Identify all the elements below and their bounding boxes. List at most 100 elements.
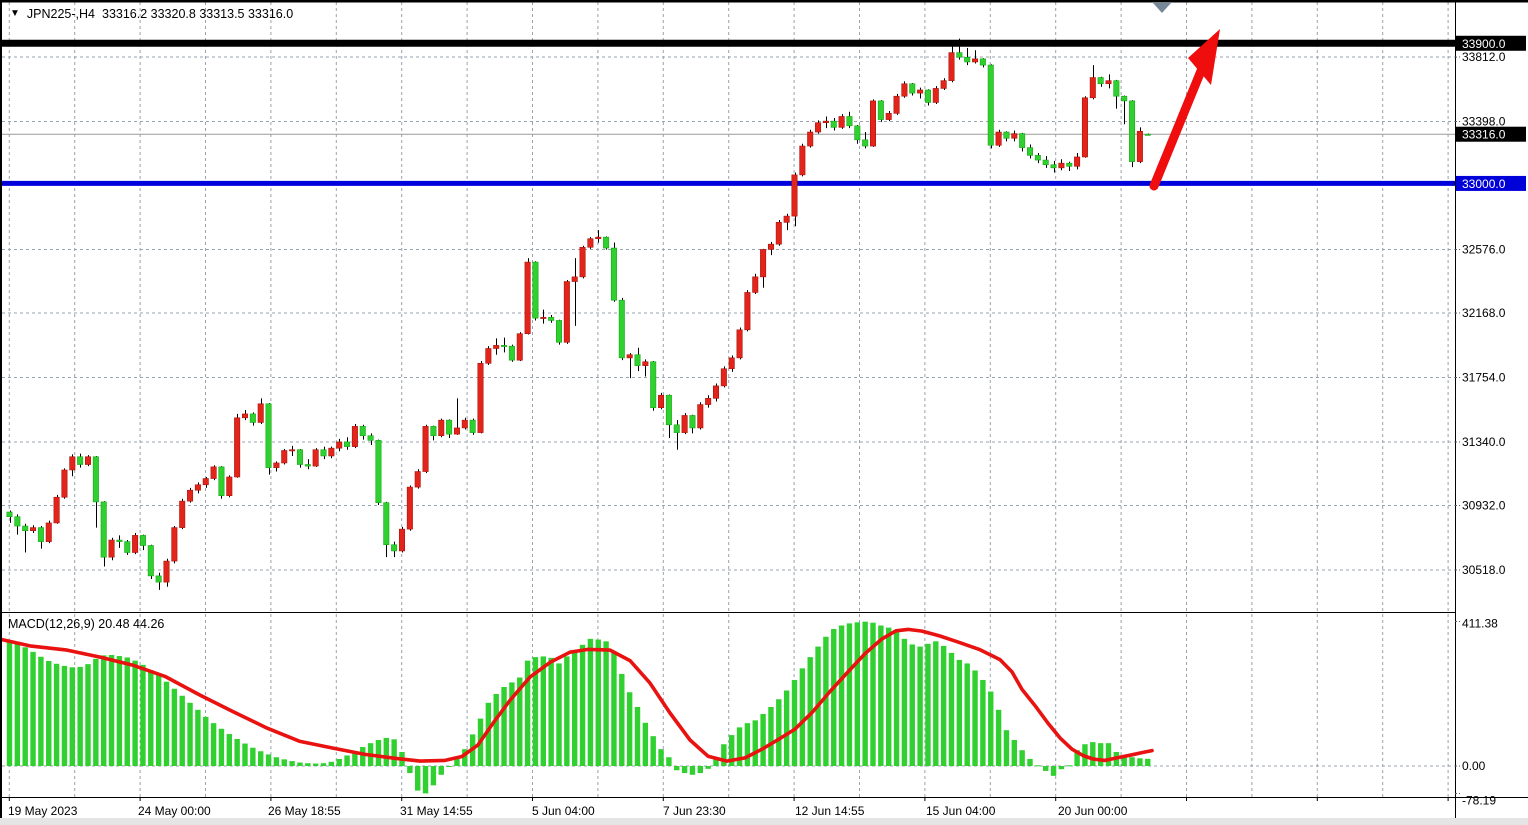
- macd-bar: [1097, 743, 1104, 767]
- candle-body: [736, 329, 743, 359]
- price-box-33316.0: [1456, 126, 1526, 142]
- candle-body: [697, 404, 704, 429]
- macd-bar: [886, 627, 892, 767]
- macd-bar: [1035, 765, 1041, 767]
- ohlc-quote-label: 33316.2 33320.8 33313.5 33316.0: [102, 7, 294, 21]
- candle-body: [30, 527, 37, 532]
- candle-body: [1105, 80, 1112, 85]
- macd-bar: [768, 707, 774, 767]
- macd-bar: [140, 664, 146, 767]
- candle-body: [100, 501, 107, 558]
- macd-bar: [85, 664, 91, 767]
- candle-body: [956, 52, 963, 58]
- candle-body: [1027, 147, 1034, 156]
- macd-bar: [14, 644, 21, 767]
- candle-body: [917, 89, 924, 94]
- candle-body: [139, 535, 146, 546]
- macd-bar: [289, 761, 295, 767]
- macd-bar: [674, 766, 680, 771]
- candle-body: [822, 120, 829, 123]
- macd-bar: [807, 657, 813, 767]
- macd-bar: [312, 763, 319, 767]
- symbol-dropdown-icon[interactable]: ▼: [10, 8, 20, 19]
- price-box-33000.0: [1456, 175, 1526, 191]
- macd-bar: [799, 668, 806, 767]
- candle-body: [869, 100, 876, 147]
- macd-bar: [22, 647, 28, 767]
- candle-body: [398, 528, 405, 552]
- candle-body: [45, 522, 52, 542]
- chart-title: ▼ JPN225-,H4 33316.2 33320.8 33313.5 333…: [10, 7, 293, 21]
- candle-body: [422, 426, 429, 472]
- price-axis[interactable]: 33812.0 33398.0 32576.0 32168.0 31754.0 31340…: [1455, 35, 1526, 808]
- macd-bar: [195, 709, 201, 767]
- macd-bar: [1145, 758, 1151, 767]
- candle-body: [924, 89, 931, 103]
- candle-body: [563, 281, 570, 343]
- macd-bar: [1003, 730, 1010, 767]
- price-box-label: 33316.0: [1462, 128, 1506, 142]
- symbol-period-label: JPN225-,H4: [26, 7, 95, 21]
- macd-bar: [862, 621, 868, 767]
- candle-body: [728, 357, 735, 370]
- macd-bar: [988, 691, 994, 767]
- candle-body: [618, 299, 625, 359]
- macd-bar: [791, 679, 798, 767]
- time-axis[interactable]: 19 May 2023 24 May 00:00 26 May 18:55 31 Ma…: [8, 797, 1449, 818]
- candle-body: [783, 215, 790, 223]
- candle-body: [477, 362, 484, 433]
- macd-bar: [980, 679, 986, 767]
- candle-body: [775, 222, 782, 245]
- macd-bar: [383, 737, 389, 767]
- candle-body: [948, 52, 955, 81]
- macd-bar: [548, 657, 554, 767]
- candle-body: [132, 535, 139, 553]
- candle-body: [69, 456, 76, 471]
- macd-bar: [689, 766, 696, 775]
- trend-arrow[interactable]: [1149, 29, 1220, 191]
- candle-body: [194, 484, 201, 491]
- macd-bar: [729, 735, 735, 767]
- macd-bar: [375, 740, 382, 767]
- macd-bar: [572, 650, 578, 767]
- macd-bar: [744, 723, 751, 767]
- candle-body: [273, 462, 280, 468]
- candle-body: [995, 131, 1002, 146]
- trend-arrow-head[interactable]: [1188, 29, 1220, 85]
- macd-axis-label: -78.19: [1462, 793, 1496, 807]
- macd-bar: [101, 655, 107, 767]
- candle-body: [548, 317, 555, 321]
- candle-body: [673, 424, 680, 433]
- macd-bar: [995, 709, 1002, 767]
- macd-bar: [61, 665, 68, 767]
- macd-bar: [736, 727, 743, 767]
- candle-body: [972, 58, 979, 63]
- candle-body: [296, 449, 303, 465]
- candle-body: [92, 456, 99, 503]
- macd-bar: [485, 702, 492, 767]
- macd-bar: [352, 751, 358, 767]
- macd-bar: [870, 622, 876, 767]
- macd-bar: [1090, 742, 1096, 767]
- macd-bar: [556, 663, 562, 767]
- macd-bar: [6, 642, 13, 767]
- candle-body: [249, 413, 256, 423]
- macd-bar: [462, 749, 468, 767]
- macd-bar: [1043, 766, 1049, 771]
- candle-body: [124, 541, 131, 553]
- price-axis-label: 33398.0: [1462, 114, 1506, 128]
- candle-body: [22, 525, 29, 532]
- trend-arrow-shaft[interactable]: [1149, 61, 1208, 191]
- candle-body: [658, 394, 665, 408]
- macd-bar: [540, 656, 546, 767]
- candle-body: [37, 527, 44, 542]
- candle-body: [681, 415, 688, 433]
- candle-body: [430, 426, 437, 437]
- candle-body: [799, 145, 806, 176]
- macd-bar: [956, 659, 963, 767]
- macd-bar: [705, 766, 711, 769]
- candle-body: [885, 113, 892, 120]
- candle-body: [940, 80, 947, 89]
- macd-bar: [760, 714, 766, 767]
